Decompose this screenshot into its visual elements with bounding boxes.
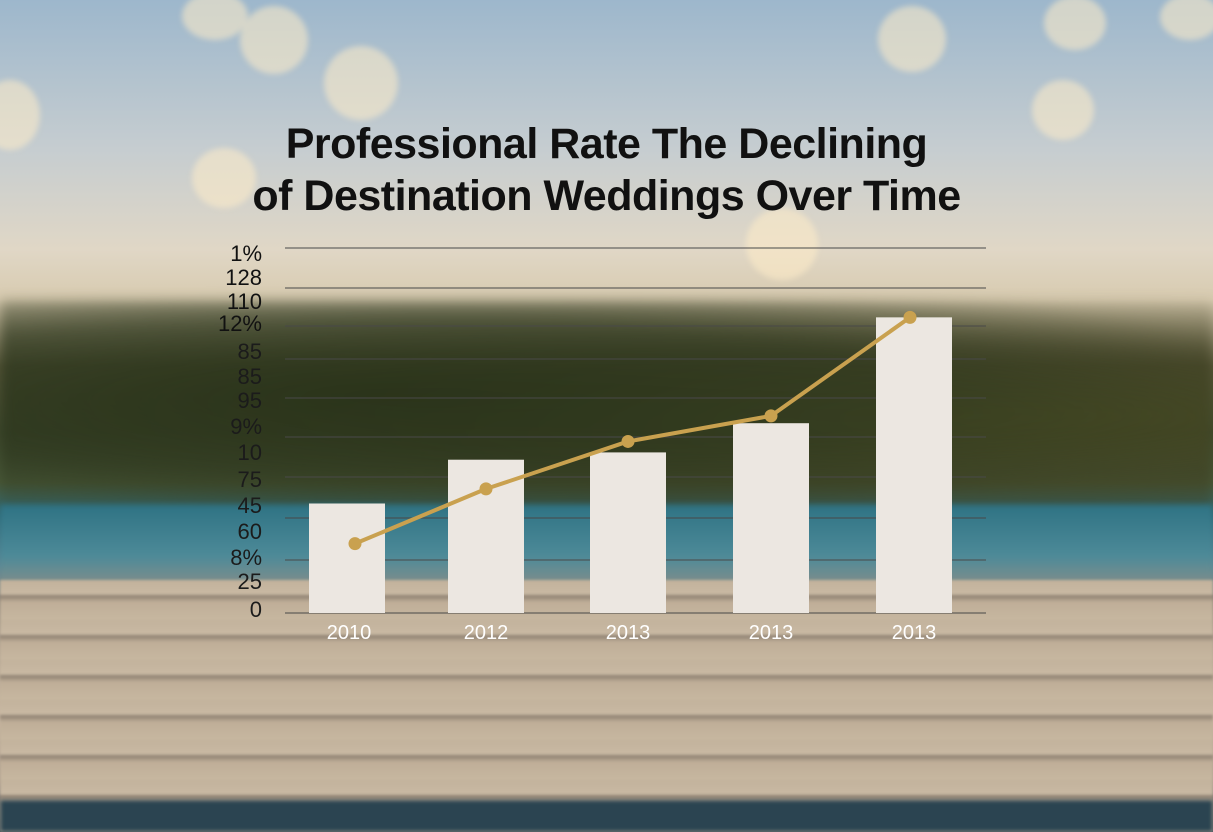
chart-title: Professional Rate The Declining of Desti… <box>0 118 1213 222</box>
bokeh-light <box>182 0 248 40</box>
x-tick-label: 2013 <box>606 622 651 644</box>
chart-title-line-2: of Destination Weddings Over Time <box>252 172 961 220</box>
x-tick-label: 2010 <box>327 622 372 644</box>
bar <box>733 423 809 613</box>
x-tick-label: 2012 <box>464 622 509 644</box>
wooden-deck <box>0 580 1213 832</box>
deck-edge <box>0 800 1213 832</box>
y-tick-label: 9% <box>230 414 262 439</box>
bokeh-light <box>1044 0 1106 50</box>
y-tick-label: 85 <box>238 339 262 364</box>
y-tick-label: 60 <box>238 519 262 544</box>
bokeh-light <box>878 6 946 72</box>
x-tick-label: 2013 <box>892 622 937 644</box>
line-point <box>479 482 493 496</box>
line-point <box>621 434 635 448</box>
bokeh-light <box>1032 80 1094 140</box>
x-tick-labels: 2010 2012 2013 2013 2013 <box>327 622 937 644</box>
bokeh-light <box>192 148 256 208</box>
y-tick-label: 110 <box>227 289 262 314</box>
bokeh-light <box>240 6 308 74</box>
line-point <box>764 409 778 423</box>
bar <box>309 503 385 613</box>
trend-line <box>348 310 917 551</box>
y-tick-label: 75 <box>238 467 262 492</box>
line-point <box>903 310 917 324</box>
bokeh-light <box>1160 0 1213 40</box>
bar <box>876 317 952 613</box>
y-tick-label: 95 <box>238 388 262 413</box>
chart-title-line-1: Professional Rate The Declining <box>285 120 928 168</box>
y-tick-label: 128 <box>225 265 262 290</box>
y-tick-label: 1% <box>230 241 262 266</box>
y-tick-label: 85 <box>238 364 262 389</box>
line-point <box>348 537 362 551</box>
bokeh-light <box>746 208 818 280</box>
bars <box>309 317 952 613</box>
x-tick-label: 2013 <box>749 622 794 644</box>
y-tick-label: 12% <box>218 311 262 336</box>
y-tick-label: 10 <box>238 440 262 465</box>
bar <box>590 452 666 613</box>
y-tick-label: 45 <box>238 493 262 518</box>
y-tick-label: 8% <box>230 545 262 570</box>
y-tick-label: 0 <box>250 597 262 622</box>
y-tick-label: 25 <box>238 569 262 594</box>
bokeh-light <box>324 46 398 120</box>
